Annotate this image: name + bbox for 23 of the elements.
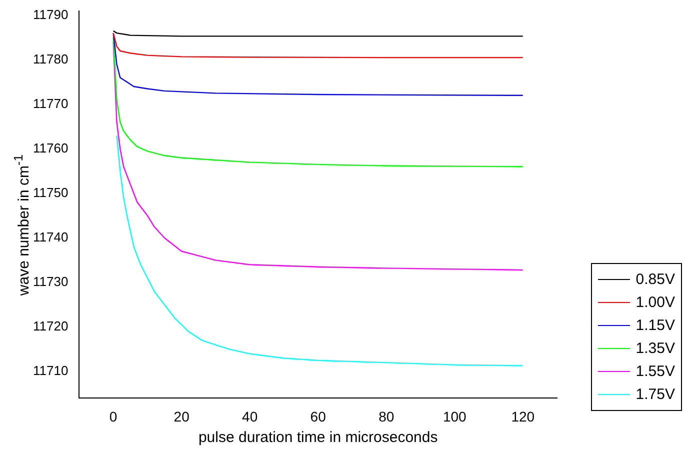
y-tick-label: 11720 bbox=[33, 318, 68, 334]
y-tick-label: 11740 bbox=[33, 229, 68, 244]
y-tick-label: 11780 bbox=[33, 51, 68, 66]
x-tick-label: 100 bbox=[442, 408, 467, 424]
y-tick-label: 11790 bbox=[33, 6, 68, 22]
legend-label: 1.00V bbox=[636, 294, 675, 311]
x-tick-label: 120 bbox=[511, 408, 535, 424]
x-tick-label: 80 bbox=[378, 408, 394, 424]
x-tick-label: 60 bbox=[310, 408, 326, 424]
x-axis-title: pulse duration time in microseconds bbox=[198, 429, 438, 446]
y-tick-label: 11750 bbox=[33, 184, 68, 200]
legend-label: 1.35V bbox=[636, 340, 675, 357]
y-tick-label: 11710 bbox=[33, 363, 68, 378]
legend-label: 1.75V bbox=[636, 386, 675, 403]
legend-label: 1.55V bbox=[636, 363, 675, 380]
x-tick-label: 20 bbox=[174, 408, 190, 424]
y-tick-label: 11770 bbox=[33, 96, 68, 111]
legend-label: 0.85V bbox=[636, 271, 675, 288]
legend-label: 1.15V bbox=[636, 317, 675, 334]
y-tick-label: 11760 bbox=[33, 140, 68, 156]
x-tick-label: 40 bbox=[242, 408, 258, 424]
y-tick-label: 11730 bbox=[33, 274, 68, 290]
x-tick-label: 0 bbox=[109, 408, 118, 424]
